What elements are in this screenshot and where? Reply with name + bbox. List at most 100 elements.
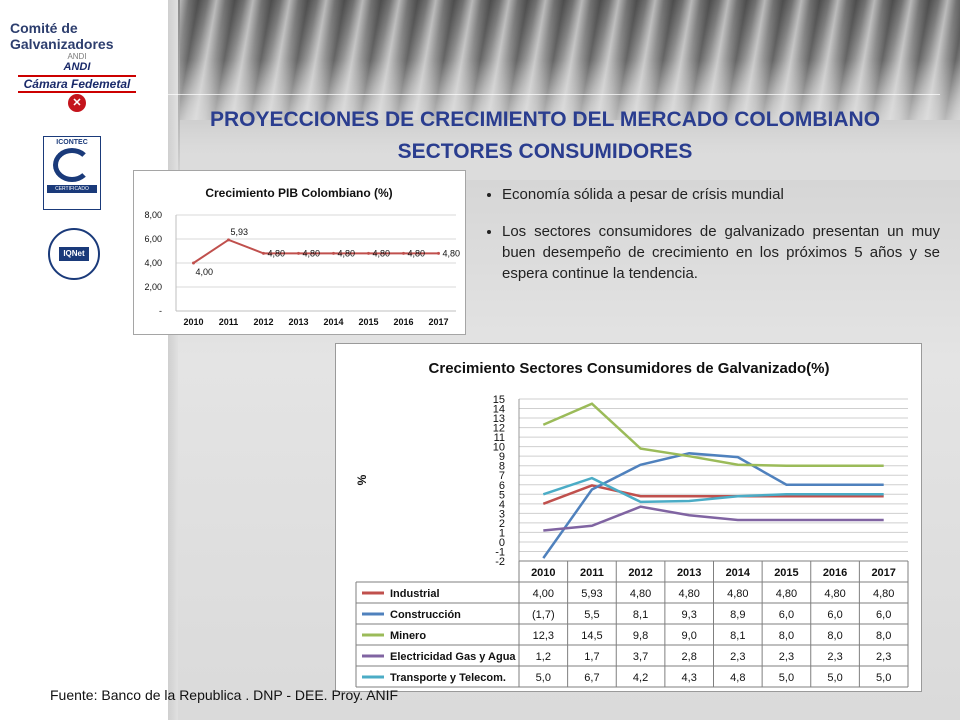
sectors-series-line (543, 505, 884, 532)
pib-x-tick-label: 2014 (323, 317, 343, 327)
table-cell-value: 8,1 (633, 609, 648, 621)
sectors-series-line (542, 484, 884, 505)
pib-x-tick-label: 2013 (288, 317, 308, 327)
sectors-y-tick-label: -1 (495, 546, 505, 558)
pib-chart: Crecimiento PIB Colombiano (%) 8,00 6,00 4,… (144, 186, 461, 327)
pib-x-tick-label: 2016 (393, 317, 413, 327)
table-cell-value: 9,3 (682, 609, 697, 621)
andi-logo-name: ANDI (63, 61, 91, 73)
pib-data-point (402, 251, 405, 255)
table-cell-value: 4,80 (776, 588, 797, 600)
table-series-name: Construcción (390, 609, 461, 621)
table-cell-value: 4,2 (633, 672, 648, 684)
pib-data-point (262, 251, 265, 255)
table-cell-value: 8,9 (730, 609, 745, 621)
pib-y-tick-label: 8,00 (144, 210, 162, 220)
sectors-series-line (542, 452, 884, 559)
table-header-year: 2014 (726, 567, 751, 579)
table-cell-value: 4,80 (727, 588, 748, 600)
table-header-year: 2011 (580, 567, 604, 579)
banner-fade (180, 60, 960, 180)
table-cell-value: 5,5 (584, 609, 599, 621)
table-series-name: Electricidad Gas y Agua (390, 651, 516, 663)
table-cell-value: 2,3 (827, 651, 842, 663)
logo-sidebar: Comité de Galvanizadores ANDI ANDI Cámar… (0, 0, 168, 720)
fedemetal-emblem-icon: ✕ (68, 94, 86, 112)
bullet-list: Economía sólida a pesar de crísis mundia… (476, 184, 940, 300)
table-cell-value: 8,0 (876, 630, 891, 642)
pib-data-point (297, 251, 300, 255)
pib-data-label: 4,80 (303, 248, 321, 258)
table-cell-value: 2,8 (682, 651, 697, 663)
table-cell-value: (1,7) (532, 609, 555, 621)
pib-data-label: 5,93 (231, 227, 249, 237)
pib-data-point (367, 251, 370, 255)
table-cell-value: 8,1 (730, 630, 745, 642)
icontec-certificate-logo: ICONTEC CERTIFICADO (43, 136, 101, 210)
table-header-year: 2016 (823, 567, 847, 579)
andi-logo: ANDI ANDI Cámara Fedemetal ✕ (18, 52, 136, 112)
sectors-y-tick-label: 10 (493, 442, 505, 454)
committee-name: Comité de Galvanizadores (10, 20, 114, 52)
pib-chart-title: Crecimiento PIB Colombiano (%) (205, 186, 392, 200)
table-cell-value: 4,80 (824, 588, 845, 600)
table-cell-value: 6,7 (584, 672, 599, 684)
sectors-y-tick-label: 2 (499, 518, 505, 530)
pib-x-tick-label: 2015 (358, 317, 378, 327)
icontec-certified-label: CERTIFICADO (47, 185, 97, 193)
table-cell-value: 1,7 (584, 651, 599, 663)
table-header-year: 2010 (531, 567, 555, 579)
table-cell-value: 12,3 (533, 630, 554, 642)
pib-data-point (437, 251, 440, 255)
sectors-y-tick-label: 8 (499, 461, 505, 473)
sectors-y-axis-label: % (355, 474, 369, 485)
pib-data-point (192, 261, 195, 265)
pib-data-point (332, 251, 335, 255)
sectors-chart: Crecimiento Sectores Consumidores de Gal… (355, 360, 909, 688)
sectors-y-tick-label: 11 (494, 432, 505, 444)
pib-y-tick-label: 6,00 (144, 234, 162, 244)
pib-y-tick-label: 4,00 (144, 258, 162, 268)
sectors-series-line (542, 476, 884, 504)
table-cell-value: 2,3 (730, 651, 745, 663)
iqnet-label: IQNet (59, 247, 89, 261)
table-cell-value: 8,0 (779, 630, 794, 642)
pib-x-tick-label: 2012 (253, 317, 273, 327)
icontec-label: ICONTEC (56, 139, 88, 146)
pib-data-label: 4,80 (408, 248, 426, 258)
sectors-chart-panel: Crecimiento Sectores Consumidores de Gal… (335, 343, 922, 692)
table-cell-value: 6,0 (779, 609, 794, 621)
sidebar-edge (168, 0, 178, 720)
bullet-item: Los sectores consumidores de galvanizado… (502, 221, 940, 284)
sectors-y-tick-label: 3 (499, 508, 505, 520)
table-cell-value: 3,7 (633, 651, 648, 663)
pib-y-tick-label: 2,00 (144, 282, 162, 292)
pib-data-label: 4,80 (338, 248, 356, 258)
slide-title-line-1: PROYECCIONES DE CRECIMIENTO DEL MERCADO … (209, 108, 881, 131)
table-cell-value: 4,8 (730, 672, 745, 684)
table-cell-value: 8,0 (827, 630, 842, 642)
table-cell-value: 1,2 (536, 651, 551, 663)
pib-data-label: 4,80 (443, 248, 461, 258)
table-cell-value: 14,5 (581, 630, 602, 642)
sectors-y-tick-label: 13 (493, 413, 505, 425)
table-cell-value: 4,80 (873, 588, 894, 600)
sectors-y-tick-label: 9 (499, 451, 505, 463)
table-cell-value: 9,8 (633, 630, 648, 642)
table-cell-value: 5,0 (536, 672, 551, 684)
table-header-year: 2017 (871, 567, 895, 579)
pib-y-tick-label: - (159, 306, 162, 316)
pib-data-point (227, 238, 230, 242)
table-cell-value: 5,0 (876, 672, 891, 684)
pib-data-label: 4,80 (373, 248, 391, 258)
table-cell-value: 4,80 (678, 588, 699, 600)
andi-logo-subtitle: Cámara Fedemetal (18, 75, 136, 93)
sectors-y-tick-label: 1 (499, 527, 505, 539)
sectors-y-tick-label: 15 (493, 394, 505, 406)
sectors-y-tick-label: 5 (499, 489, 505, 501)
slide-title: PROYECCIONES DE CRECIMIENTO DEL MERCADO … (150, 104, 940, 168)
pib-series-line (192, 238, 439, 264)
table-header-year: 2015 (774, 567, 798, 579)
pib-chart-panel: Crecimiento PIB Colombiano (%) 8,00 6,00 4,… (133, 170, 466, 335)
sectors-y-tick-label: 6 (499, 480, 505, 492)
